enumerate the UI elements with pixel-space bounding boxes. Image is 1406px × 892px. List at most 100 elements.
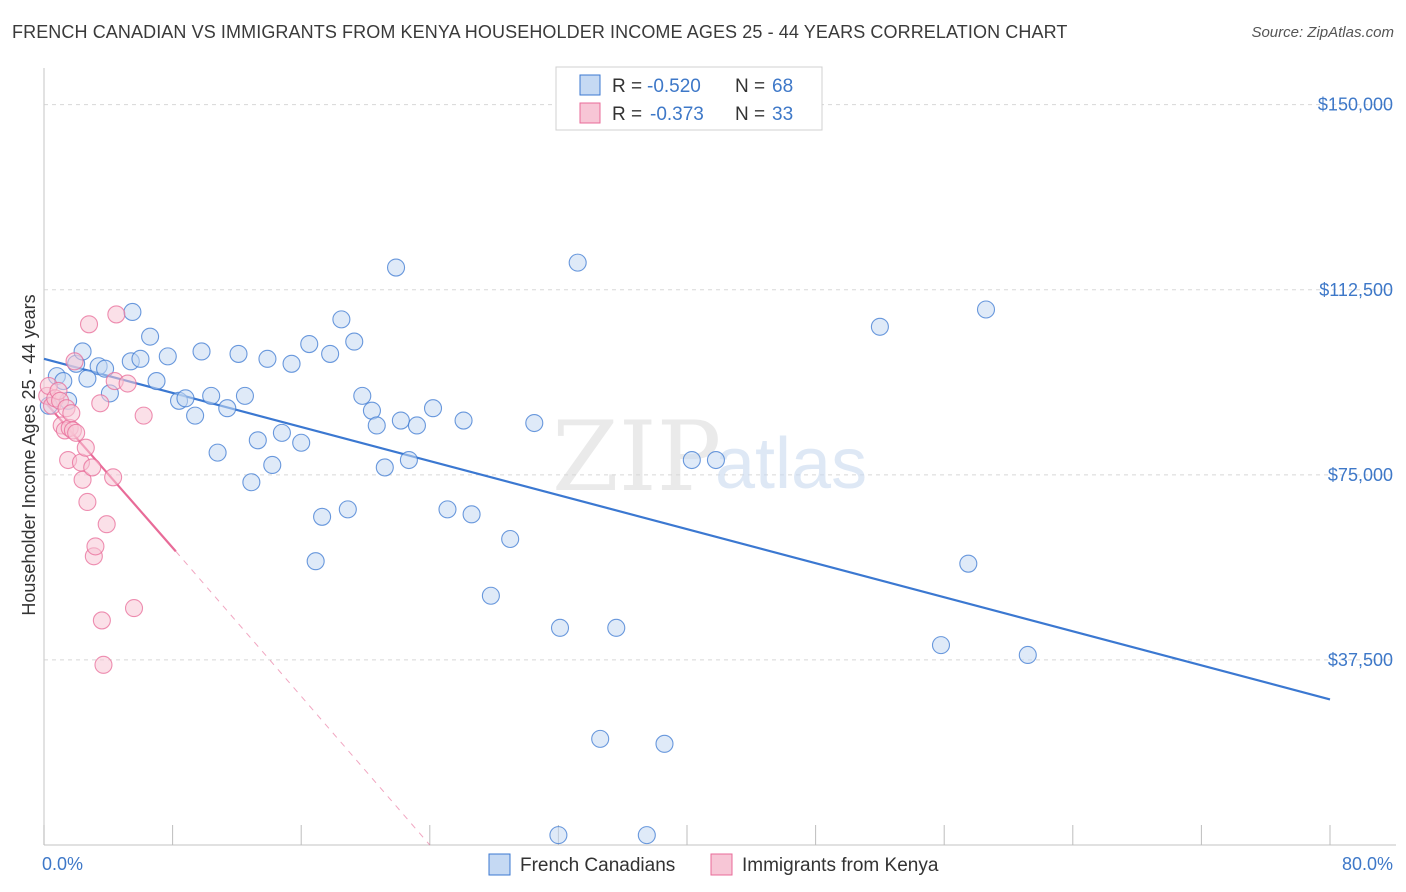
- data-point-blue-34: [313, 507, 332, 526]
- bottom-legend-swatch-pink: [710, 853, 733, 876]
- data-point-blue-11: [123, 302, 142, 322]
- data-point-pink-25: [94, 655, 113, 674]
- data-point-blue-67: [1018, 645, 1037, 665]
- legend-swatch-blue: [579, 74, 601, 96]
- data-point-pink-32: [134, 406, 153, 425]
- data-point-blue-8: [96, 359, 115, 378]
- data-point-blue-26: [248, 431, 267, 450]
- data-point-blue-61: [682, 450, 701, 470]
- data-point-blue-55: [550, 618, 570, 637]
- legend-r-label-2: R =: [612, 104, 642, 125]
- y-axis-title: Householder Income Ages 25 - 44 years: [19, 294, 39, 615]
- data-point-blue-47: [423, 399, 443, 418]
- data-point-blue-54: [549, 826, 568, 845]
- data-point-blue-56: [568, 253, 587, 272]
- data-point-blue-22: [218, 399, 237, 418]
- legend-swatch-pink: [579, 102, 601, 124]
- data-point-blue-38: [345, 332, 364, 351]
- chart-source: Source: ZipAtlas.com: [1251, 24, 1394, 41]
- data-point-blue-48: [438, 500, 457, 519]
- data-point-pink-14: [67, 423, 86, 442]
- data-point-blue-64: [931, 636, 951, 655]
- data-point-blue-31: [292, 433, 311, 452]
- legend-n-value-1: 68: [772, 76, 793, 97]
- data-point-blue-29: [272, 423, 291, 442]
- data-point-blue-66: [976, 300, 996, 319]
- data-point-blue-44: [391, 411, 410, 430]
- data-point-pink-20: [83, 458, 102, 477]
- y-tick-label-0: $37,500: [1328, 650, 1393, 670]
- y-tick-label-1: $75,000: [1328, 465, 1393, 485]
- x-tick-label-0: 0.0%: [42, 854, 83, 874]
- legend-r-value-2: -0.373: [650, 104, 704, 125]
- data-point-blue-25: [242, 473, 261, 492]
- data-point-pink-22: [86, 537, 105, 556]
- data-point-blue-23: [229, 344, 248, 363]
- data-point-pink-26: [97, 515, 116, 534]
- data-point-pink-24: [92, 611, 111, 630]
- data-point-pink-11: [62, 404, 81, 423]
- data-point-blue-57: [591, 729, 610, 748]
- data-point-blue-50: [462, 505, 481, 524]
- y-tick-label-3: $150,000: [1318, 95, 1393, 115]
- data-point-blue-53: [525, 413, 544, 433]
- axes: [43, 68, 1396, 846]
- x-tick-labels: 0.0% 80.0%: [42, 854, 1393, 874]
- data-points: [38, 253, 1037, 845]
- trend-line-pink-extension: [175, 551, 431, 846]
- data-point-blue-15: [158, 347, 177, 366]
- data-point-blue-51: [481, 586, 500, 605]
- data-point-blue-46: [407, 416, 426, 435]
- data-point-pink-23: [91, 394, 110, 413]
- data-point-blue-35: [321, 344, 340, 363]
- data-point-blue-49: [454, 411, 473, 430]
- data-point-blue-27: [258, 349, 277, 368]
- legend-n-label-1: N =: [735, 76, 765, 97]
- bottom-legend-label-french-canadians: French Canadians: [520, 855, 675, 876]
- data-point-pink-27: [104, 468, 123, 487]
- series-immigrants-from-kenya: [38, 305, 153, 674]
- data-point-blue-12: [131, 349, 150, 368]
- data-point-blue-62: [706, 450, 725, 470]
- legend-r-value-1: -0.520: [647, 76, 701, 97]
- trend-line-blue: [43, 357, 1331, 701]
- bottom-legend-label-kenya: Immigrants from Kenya: [742, 855, 939, 876]
- legend-r-label-1: R =: [612, 76, 642, 97]
- data-point-blue-20: [202, 386, 221, 405]
- data-point-blue-59: [637, 826, 656, 845]
- data-point-blue-17: [176, 389, 195, 408]
- legend-n-label-2: N =: [735, 104, 765, 125]
- watermark-atlas: atlas: [715, 424, 867, 504]
- data-point-blue-60: [655, 734, 674, 753]
- data-point-blue-37: [338, 500, 357, 519]
- data-point-blue-42: [375, 458, 394, 477]
- bottom-legend-swatch-blue: [488, 853, 511, 876]
- data-point-blue-30: [282, 354, 301, 373]
- data-point-blue-14: [147, 372, 166, 391]
- data-point-blue-21: [208, 443, 227, 462]
- data-point-blue-28: [263, 455, 282, 475]
- data-point-pink-31: [124, 599, 144, 618]
- data-point-blue-58: [607, 618, 626, 637]
- y-tick-labels: $37,500 $75,000 $112,500 $150,000: [1318, 95, 1393, 670]
- data-point-blue-18: [186, 406, 205, 425]
- data-point-pink-13: [65, 352, 84, 371]
- data-point-blue-63: [870, 317, 889, 336]
- data-point-blue-39: [353, 386, 372, 405]
- data-point-blue-13: [141, 327, 160, 346]
- data-point-blue-32: [300, 334, 319, 354]
- data-point-blue-43: [386, 258, 406, 277]
- series-french-canadians: [39, 253, 1037, 845]
- data-point-blue-33: [306, 552, 325, 571]
- data-point-blue-6: [78, 369, 97, 388]
- legend-n-value-2: 33: [772, 104, 793, 125]
- data-point-pink-19: [79, 315, 99, 334]
- data-point-blue-36: [332, 310, 351, 329]
- data-point-pink-29: [107, 305, 126, 324]
- bottom-legend: French Canadians Immigrants from Kenya: [488, 853, 939, 876]
- data-point-pink-18: [78, 492, 97, 512]
- data-point-blue-41: [367, 416, 386, 435]
- data-point-pink-30: [118, 374, 137, 393]
- data-point-blue-52: [501, 529, 520, 549]
